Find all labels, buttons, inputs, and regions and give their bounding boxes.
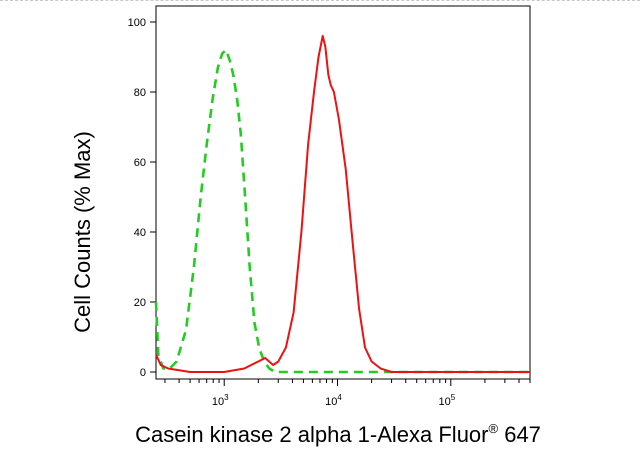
- x-axis-label-main: Casein kinase 2 alpha 1-Alexa Fluor: [135, 422, 488, 447]
- plot-frame: [155, 5, 531, 380]
- x-tick-label-100000: 105: [438, 393, 455, 408]
- series-line-2: [155, 35, 530, 373]
- top-border: [0, 0, 640, 2]
- x-axis-label-suffix: 647: [498, 422, 541, 447]
- y-axis-label: Cell Counts (% Max): [70, 131, 95, 333]
- y-tick-label-20: 20: [134, 297, 146, 309]
- y-tick-label-40: 40: [134, 227, 146, 239]
- y-tick-label-60: 60: [134, 157, 146, 169]
- y-tick-label-100: 100: [128, 17, 146, 29]
- y-tick-label-80: 80: [134, 87, 146, 99]
- x-axis-label: Casein kinase 2 alpha 1-Alexa Fluor® 647: [135, 421, 541, 447]
- x-tick-label-1000: 103: [212, 393, 229, 408]
- y-tick-label-0: 0: [140, 367, 146, 379]
- x-tick-label-10000: 104: [325, 393, 342, 408]
- x-axis-label-superscript: ®: [489, 421, 499, 436]
- series-line-1: [154, 48, 530, 374]
- plot-layer: 0 20 40 60 80 100 103 104 105: [128, 5, 531, 408]
